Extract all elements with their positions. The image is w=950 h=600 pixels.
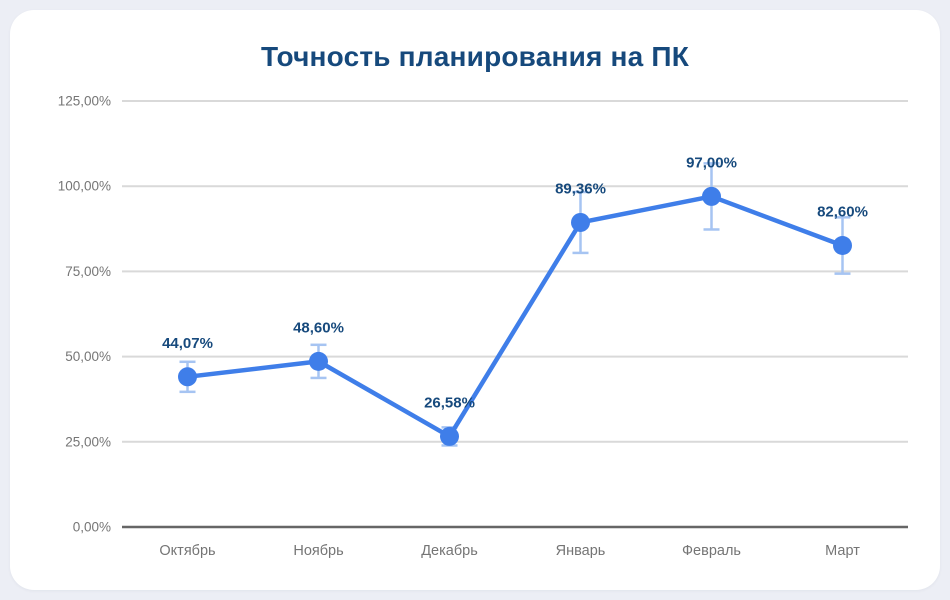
data-point-label: 89,36% xyxy=(555,180,606,197)
data-point-label: 97,00% xyxy=(686,154,737,171)
x-axis-category-label: Февраль xyxy=(682,543,741,559)
chart-title: Точность планирования на ПК xyxy=(260,41,690,72)
data-point[interactable] xyxy=(833,235,852,255)
x-axis-category-label: Март xyxy=(825,543,860,559)
data-point[interactable] xyxy=(309,351,328,371)
y-axis-tick-label: 0,00% xyxy=(73,520,111,535)
x-axis-category-label: Январь xyxy=(556,543,606,559)
y-axis-tick-label: 50,00% xyxy=(65,349,111,364)
data-point[interactable] xyxy=(571,212,590,232)
x-axis-category-label: Ноябрь xyxy=(293,543,343,559)
data-point[interactable] xyxy=(702,186,721,206)
data-point-label: 82,60% xyxy=(817,203,868,220)
data-point-label: 48,60% xyxy=(293,319,344,336)
y-axis-tick-label: 75,00% xyxy=(65,264,111,279)
y-axis-tick-label: 25,00% xyxy=(65,434,111,449)
x-axis-category-label: Декабрь xyxy=(421,543,478,559)
data-point[interactable] xyxy=(178,367,197,387)
series-line xyxy=(185,194,845,439)
x-axis-category-label: Октябрь xyxy=(159,543,215,559)
y-axis-tick-label: 125,00% xyxy=(58,94,111,109)
chart-card xyxy=(10,10,940,590)
data-point-label: 26,58% xyxy=(424,394,475,411)
data-point-label: 44,07% xyxy=(162,335,213,352)
y-axis-tick-label: 100,00% xyxy=(58,179,111,194)
data-point[interactable] xyxy=(440,426,459,446)
